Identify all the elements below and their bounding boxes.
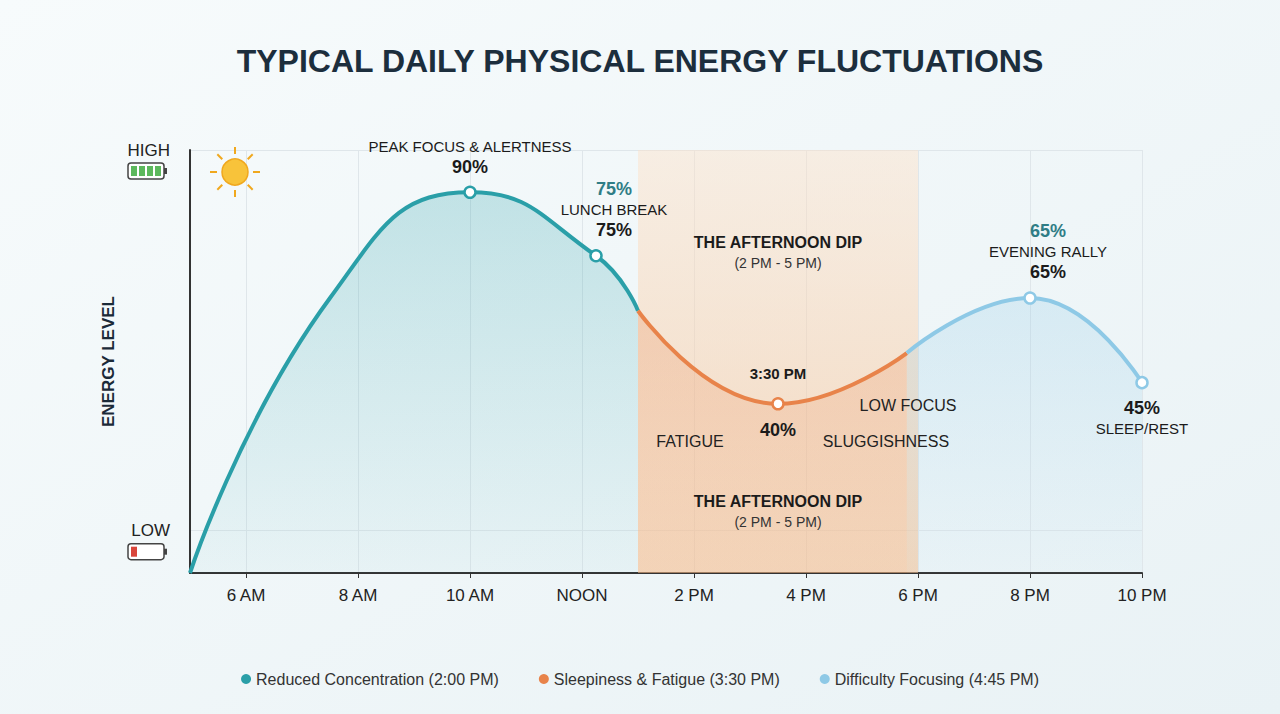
svg-text:10 PM: 10 PM: [1117, 586, 1166, 605]
svg-text:LUNCH BREAK: LUNCH BREAK: [561, 201, 668, 218]
svg-text:Difficulty Focusing (4:45 PM): Difficulty Focusing (4:45 PM): [835, 671, 1039, 688]
svg-text:8 PM: 8 PM: [1010, 586, 1050, 605]
svg-text:(2 PM - 5 PM): (2 PM - 5 PM): [734, 514, 821, 530]
svg-text:6 AM: 6 AM: [227, 586, 266, 605]
svg-text:NOON: NOON: [557, 586, 608, 605]
svg-text:2 PM: 2 PM: [674, 586, 714, 605]
svg-text:Reduced Concentration (2:00 PM: Reduced Concentration (2:00 PM): [256, 671, 499, 688]
svg-text:THE AFTERNOON DIP: THE AFTERNOON DIP: [694, 234, 863, 251]
svg-text:10 AM: 10 AM: [446, 586, 494, 605]
svg-text:4 PM: 4 PM: [786, 586, 826, 605]
svg-text:EVENING RALLY: EVENING RALLY: [989, 243, 1107, 260]
svg-text:6 PM: 6 PM: [898, 586, 938, 605]
svg-text:75%: 75%: [596, 220, 632, 240]
svg-text:8 AM: 8 AM: [339, 586, 378, 605]
svg-text:THE AFTERNOON DIP: THE AFTERNOON DIP: [694, 493, 863, 510]
svg-text:45%: 45%: [1124, 398, 1160, 418]
svg-text:PEAK FOCUS & ALERTNESS: PEAK FOCUS & ALERTNESS: [368, 138, 571, 155]
svg-text:Sleepiness & Fatigue (3:30 PM): Sleepiness & Fatigue (3:30 PM): [554, 671, 780, 688]
svg-text:LOW: LOW: [131, 521, 170, 540]
svg-text:90%: 90%: [452, 157, 488, 177]
svg-text:SLUGGISHNESS: SLUGGISHNESS: [823, 433, 949, 450]
svg-text:SLEEP/REST: SLEEP/REST: [1096, 420, 1189, 437]
svg-text:ENERGY LEVEL: ENERGY LEVEL: [99, 296, 118, 427]
svg-text:LOW FOCUS: LOW FOCUS: [860, 397, 957, 414]
svg-text:40%: 40%: [760, 420, 796, 440]
svg-text:3:30 PM: 3:30 PM: [750, 365, 807, 382]
svg-text:(2 PM - 5 PM): (2 PM - 5 PM): [734, 255, 821, 271]
svg-text:65%: 65%: [1030, 262, 1066, 282]
svg-text:HIGH: HIGH: [128, 141, 171, 160]
svg-text:FATIGUE: FATIGUE: [656, 433, 723, 450]
svg-text:TYPICAL DAILY PHYSICAL ENERGY: TYPICAL DAILY PHYSICAL ENERGY FLUCTUATIO…: [237, 43, 1044, 79]
svg-text:65%: 65%: [1030, 221, 1066, 241]
svg-text:75%: 75%: [596, 179, 632, 199]
